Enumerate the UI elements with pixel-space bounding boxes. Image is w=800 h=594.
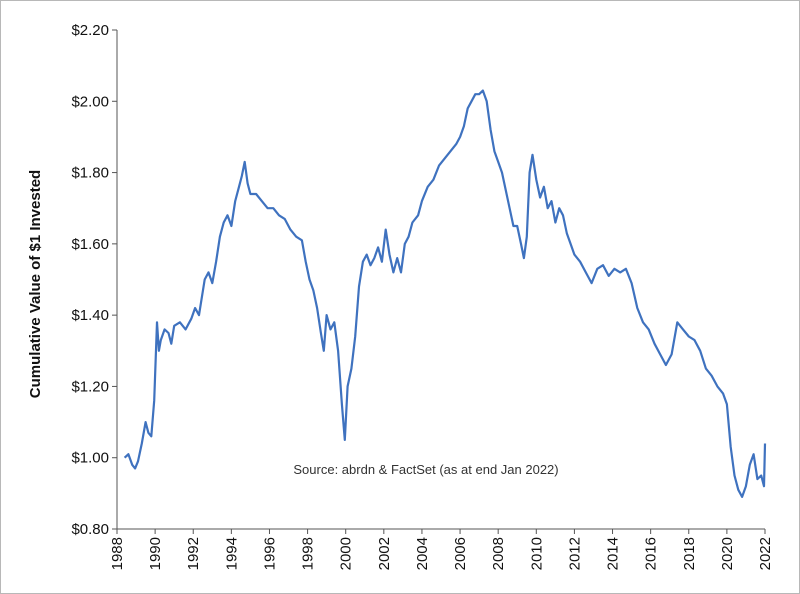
source-annotation: Source: abrdn & FactSet (as at end Jan 2…: [293, 462, 558, 477]
axes: [112, 29, 766, 534]
x-tick-label: 2002: [376, 537, 393, 570]
y-tick-label: $2.20: [71, 22, 109, 39]
x-tick-label: 2012: [566, 537, 583, 570]
y-tick-labels: $0.80 $1.00 $1.20 $1.40 $1.60 $1.80 $2.00 $2.20: [71, 22, 109, 538]
x-tick-label: 2000: [338, 537, 355, 570]
x-tick-label: 2020: [719, 537, 736, 570]
x-tick-label: 2010: [528, 537, 545, 570]
y-tick-label: $2.00: [71, 93, 109, 110]
y-tick-label: $1.20: [71, 378, 109, 395]
y-tick-label: $1.40: [71, 307, 109, 324]
x-tick-label: 1990: [147, 537, 164, 570]
x-tick-label: 2022: [757, 537, 774, 570]
x-tick-label: 1998: [300, 537, 317, 570]
y-axis-label: Cumulative Value of $1 Invested: [27, 170, 44, 398]
y-tick-label: $1.60: [71, 236, 109, 253]
y-tick-label: $1.00: [71, 450, 109, 467]
x-tick-label: 1992: [185, 537, 202, 570]
x-tick-label: 2014: [605, 537, 622, 570]
x-tick-label: 2004: [414, 537, 431, 570]
y-tick-label: $0.80: [71, 521, 109, 538]
x-tick-label: 2018: [681, 537, 698, 570]
x-tick-labels: 1988 1990 1992 1994 1996 1998 2000 2002 2004 2006…: [109, 537, 774, 570]
x-tick-label: 1996: [261, 537, 278, 570]
x-tick-label: 2006: [452, 537, 469, 570]
x-tick-label: 1988: [109, 537, 126, 570]
series-line: [123, 89, 767, 498]
x-tick-label: 2016: [643, 537, 660, 570]
x-tick-label: 1994: [223, 537, 240, 570]
x-tick-label: 2008: [490, 537, 507, 570]
y-tick-label: $1.80: [71, 165, 109, 182]
